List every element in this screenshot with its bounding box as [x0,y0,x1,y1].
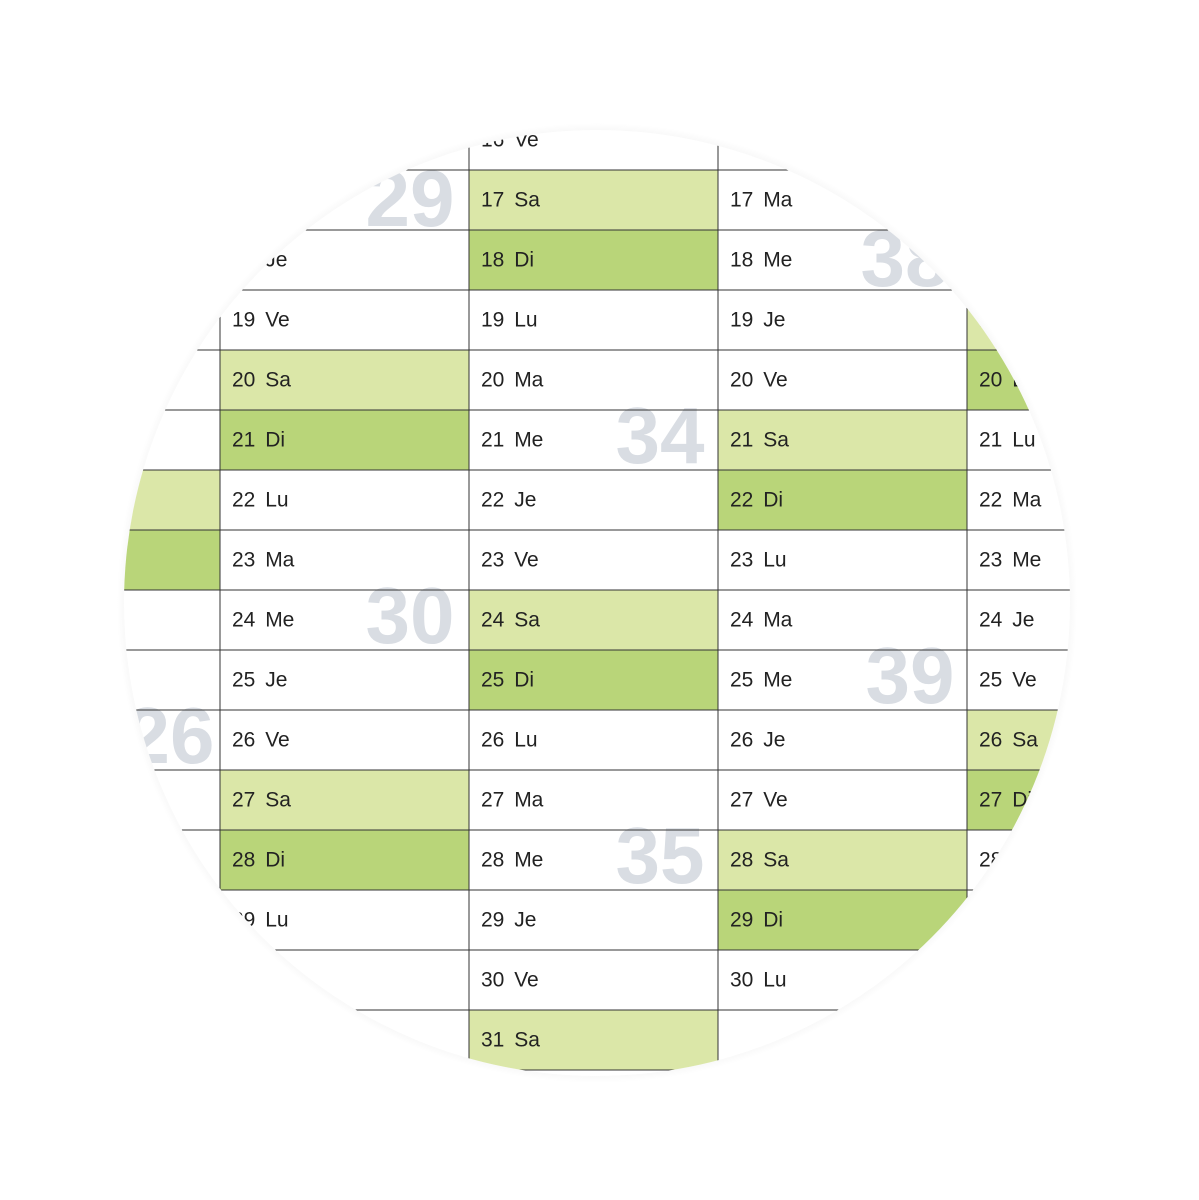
cell-fill [718,470,967,530]
day-label: 25 Di [481,669,534,692]
cell-fill [469,650,718,710]
day-label: 26 Ve [232,729,290,752]
week-number: 39 [866,631,955,720]
cell-fill [124,470,220,530]
day-label: 25 Je [232,669,287,692]
day-label: 31 Sa [481,1029,540,1052]
day-label: 19 Je [730,309,785,332]
cell-fill [718,890,967,950]
day-label: 22 Lu [232,489,289,512]
cell-fill [124,530,220,590]
day-label: 27 Ve [730,789,788,812]
cell-fill [220,350,469,410]
day-label: 23 Lu [730,549,787,572]
week-number: 34 [616,391,705,480]
day-label: 17 Sa [481,189,540,212]
week-number: 35 [616,811,705,900]
day-label: 23 Me [979,549,1041,572]
cell-fill [967,290,1070,350]
cell-fill [220,410,469,470]
day-label: 21 Lu [979,429,1036,452]
day-label: 20 Ma [481,369,544,392]
day-label: 18 Me [730,249,792,272]
day-label: 27 Di [979,789,1032,812]
day-label: 29 Ma [979,909,1042,932]
day-label: 20 Ve [730,369,788,392]
cell-fill [469,1010,718,1070]
day-label: 24 Me [232,609,294,632]
day-label: 24 Je [979,609,1034,632]
day-label: 21 Me [481,429,543,452]
day-label: 24 Ma [730,609,793,632]
cell-fill [469,170,718,230]
day-label: 23 Ve [481,549,539,572]
day-label: 28 Di [232,849,285,872]
day-label: 29 Di [730,909,783,932]
cell-fill [469,590,718,650]
day-label: 19 Lu [481,309,538,332]
cell-fill [220,830,469,890]
day-label: 25 Ve [979,669,1037,692]
day-label: 28 Me [481,849,543,872]
day-label: 17 Ma [730,189,793,212]
cell-fill [718,830,967,890]
day-label: 26 Je [730,729,785,752]
day-label: 21 Sa [730,429,789,452]
day-label: 27 Sa [232,789,291,812]
day-label: 30 Ve [481,969,539,992]
day-label: 20 Sa [232,369,291,392]
day-label: 26 Sa [979,729,1038,752]
day-label: 22 Je [481,489,536,512]
day-label: 27 Ma [481,789,544,812]
day-label: 23 Ma [232,549,295,572]
day-label: 19 Ve [232,309,290,332]
day-label: 29 Je [481,909,536,932]
week-number: 30 [366,571,455,660]
day-label: 30 Lu [730,969,787,992]
day-label: 24 Sa [481,609,540,632]
cell-fill [220,770,469,830]
day-label: 22 Ma [979,489,1042,512]
day-label: 22 Di [730,489,783,512]
cell-fill [718,410,967,470]
day-label: 25 Me [730,669,792,692]
day-label: 28 Sa [730,849,789,872]
day-label: 18 Di [481,249,534,272]
day-label: 26 Lu [481,729,538,752]
cell-fill [469,230,718,290]
day-label: 21 Di [232,429,285,452]
